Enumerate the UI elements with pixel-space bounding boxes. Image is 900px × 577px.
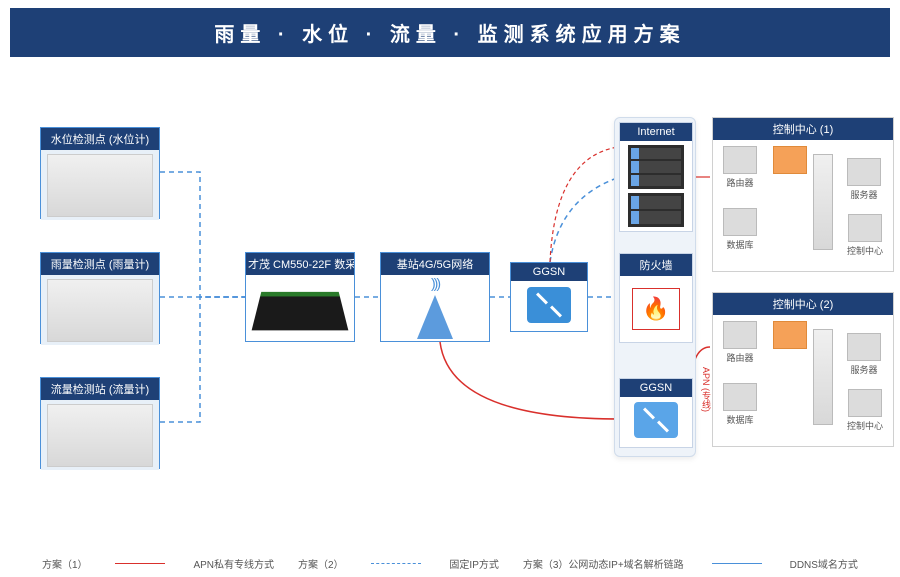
ggsn-2: GGSN: [619, 378, 693, 448]
data-collector: 才茂 CM550-22F 数采仪: [245, 252, 355, 342]
collector-label: 才茂 CM550-22F 数采仪: [246, 253, 354, 275]
cc2-title: 控制中心 (2): [713, 293, 893, 315]
sensor-label: 流量检测站 (流量计): [41, 378, 159, 400]
flow-meter-sensor-icon: [47, 404, 153, 467]
sensor-flow: 流量检测站 (流量计): [40, 377, 160, 469]
router-icon: [527, 287, 571, 323]
legend-line-blue: [712, 563, 762, 564]
database-icon: [723, 383, 757, 411]
monitor-icon: [848, 214, 882, 242]
cc1-title: 控制中心 (1): [713, 118, 893, 140]
server-icon: [628, 193, 684, 227]
legend: 方案（1） APN私有专线方式 方案（2） 固定IP方式 方案（3）公网动态IP…: [0, 556, 900, 571]
ggsn-1: GGSN: [510, 262, 588, 332]
cc-item-label: 数据库: [726, 413, 753, 426]
cc-item-label: 服务器: [850, 188, 877, 201]
base-station: 基站4G/5G网络: [380, 252, 490, 342]
antenna-icon: [405, 279, 465, 339]
basestation-label: 基站4G/5G网络: [381, 253, 489, 275]
legend-text-4: DDNS域名方式: [790, 556, 858, 571]
database-icon: [723, 208, 757, 236]
legend-text-2: 固定IP方式: [449, 556, 498, 571]
monitor-icon: [848, 389, 882, 417]
cc-item-label: 路由器: [726, 176, 753, 189]
gateway-icon: [773, 321, 807, 349]
sensor-water-level: 水位检测点 (水位计): [40, 127, 160, 219]
router-icon: [634, 402, 678, 438]
collector-device-icon: [252, 292, 349, 331]
server-icon: [628, 145, 684, 189]
server-tower-icon: [813, 329, 833, 425]
gateway-icon: [773, 146, 807, 174]
cloud-panel: Internet 防火墙 GGSN: [614, 117, 696, 457]
server-small-icon: [847, 333, 881, 361]
legend-line-bluedash: [371, 563, 421, 564]
cc-item-label: 服务器: [850, 363, 877, 376]
control-center-1: 控制中心 (1) 路由器 服务器 数据库 控制中心: [712, 117, 894, 272]
firewall-label: 防火墙: [620, 254, 692, 276]
legend-plan-1: 方案（1）: [42, 556, 88, 571]
server-small-icon: [847, 158, 881, 186]
internet-label: Internet: [620, 123, 692, 141]
cc-item-label: 数据库: [726, 238, 753, 251]
cc-item-label: 控制中心: [847, 244, 883, 257]
rain-gauge-sensor-icon: [47, 279, 153, 342]
router-small-icon: [723, 321, 757, 349]
legend-plan-2: 方案（2）: [298, 556, 344, 571]
water-level-sensor-icon: [47, 154, 153, 217]
legend-line-red: [115, 563, 165, 564]
sensor-label: 水位检测点 (水位计): [41, 128, 159, 150]
ggsn2-label: GGSN: [620, 379, 692, 397]
sensor-label: 雨量检测点 (雨量计): [41, 253, 159, 275]
server-tower-icon: [813, 154, 833, 250]
firewall-block: 防火墙: [619, 253, 693, 343]
control-center-2: 控制中心 (2) 路由器 服务器 数据库 控制中心: [712, 292, 894, 447]
ggsn1-label: GGSN: [511, 263, 587, 281]
diagram-canvas: 水位检测点 (水位计) 雨量检测点 (雨量计) 流量检测站 (流量计) 才茂 C…: [0, 57, 900, 577]
page-title: 雨量 · 水位 · 流量 · 监测系统应用方案: [10, 8, 890, 57]
legend-plan-3: 方案（3）公网动态IP+域名解析链路: [523, 556, 684, 571]
internet-block: Internet: [619, 122, 693, 232]
legend-text-1: APN私有专线方式: [193, 556, 274, 571]
cc-item-label: 控制中心: [847, 419, 883, 432]
firewall-icon: [632, 288, 680, 330]
router-small-icon: [723, 146, 757, 174]
sensor-rain: 雨量检测点 (雨量计): [40, 252, 160, 344]
cc-item-label: 路由器: [726, 351, 753, 364]
